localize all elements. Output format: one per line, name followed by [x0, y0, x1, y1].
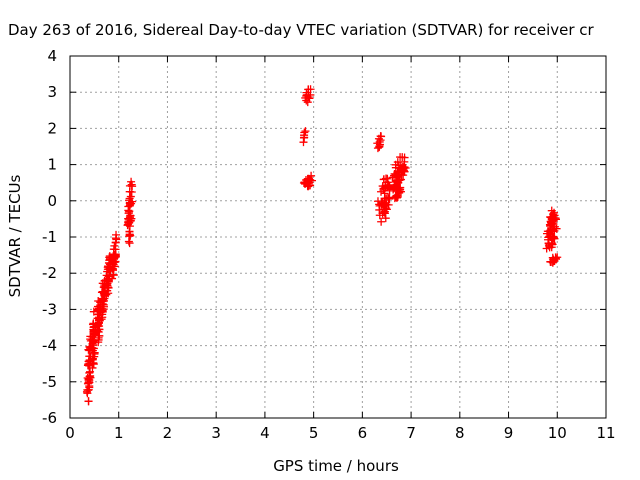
plot-border	[69, 55, 607, 419]
x-tick-label: 10	[548, 424, 567, 442]
y-tick-label: 4	[47, 47, 57, 65]
data-point	[383, 193, 392, 202]
data-point	[128, 197, 137, 206]
data-point	[303, 98, 312, 107]
data-point	[550, 211, 559, 220]
data-point	[124, 208, 133, 217]
data-point	[547, 206, 556, 215]
data-point	[401, 163, 410, 172]
chart-title: Day 263 of 2016, Sidereal Day-to-day VTE…	[8, 21, 595, 39]
data-point	[83, 389, 92, 398]
data-points	[82, 85, 562, 406]
x-tick-label: 3	[211, 424, 221, 442]
x-tick-label: 5	[309, 424, 319, 442]
data-point	[395, 183, 404, 192]
data-point	[126, 192, 135, 201]
x-tick-label: 8	[455, 424, 465, 442]
data-point	[125, 222, 134, 231]
y-tick-label: -5	[42, 373, 57, 391]
y-tick-label: -2	[42, 264, 57, 282]
data-point	[124, 237, 133, 246]
x-tick-label: 1	[114, 424, 124, 442]
data-point	[379, 175, 388, 184]
data-point	[546, 218, 555, 227]
data-point	[112, 230, 121, 239]
data-point	[105, 256, 114, 265]
data-point	[88, 363, 97, 372]
y-tick-label: -1	[42, 228, 57, 246]
y-tick-label: -3	[42, 300, 57, 318]
data-point	[396, 153, 405, 162]
y-tick-label: -6	[42, 409, 57, 427]
data-point	[396, 185, 405, 194]
data-point	[377, 132, 386, 141]
data-point	[394, 161, 403, 170]
data-point	[128, 182, 137, 191]
data-point	[111, 245, 120, 254]
data-point	[95, 325, 104, 334]
x-tick-label: 7	[406, 424, 416, 442]
x-tick-label: 6	[358, 424, 368, 442]
y-tick-label: 2	[47, 119, 57, 137]
data-point	[102, 290, 111, 299]
data-point	[381, 214, 390, 223]
y-tick-labels: -6 -5 -4 -3 -2 -1 0 1 2 3 4	[42, 47, 57, 427]
data-point	[104, 275, 113, 284]
x-tick-label: 9	[504, 424, 514, 442]
data-point	[300, 128, 309, 137]
data-point	[304, 85, 313, 94]
data-point	[301, 127, 310, 136]
x-tick-label: 0	[65, 424, 75, 442]
data-point	[307, 171, 316, 180]
data-point	[89, 344, 98, 353]
y-axis-label: SDTVAR / TECUs	[6, 174, 24, 297]
y-tick-label: -4	[42, 337, 57, 355]
data-point	[385, 195, 394, 204]
data-point	[98, 299, 107, 308]
data-point	[127, 177, 136, 186]
data-point	[85, 368, 94, 377]
y-tick-label: 1	[47, 156, 57, 174]
data-point	[125, 239, 134, 248]
data-point	[383, 174, 392, 183]
data-point	[89, 358, 98, 367]
data-point	[108, 274, 117, 283]
grid-lines	[70, 56, 606, 418]
y-tick-label: 3	[47, 83, 57, 101]
x-tick-label: 2	[163, 424, 173, 442]
data-point	[103, 281, 112, 290]
data-point	[108, 266, 117, 275]
data-point	[551, 253, 560, 262]
data-point	[552, 224, 561, 233]
data-point	[84, 397, 93, 406]
x-tick-labels: 0 1 2 3 4 5 6 7 8 9 10 11	[65, 424, 615, 442]
data-point	[378, 199, 387, 208]
y-tick-label: 0	[47, 192, 57, 210]
data-point	[84, 379, 93, 388]
x-axis-label: GPS time / hours	[273, 457, 399, 475]
x-tick-label: 4	[260, 424, 270, 442]
data-point	[377, 217, 386, 226]
plot-axes	[69, 55, 607, 419]
x-tick-label: 11	[596, 424, 615, 442]
data-point	[375, 137, 384, 146]
